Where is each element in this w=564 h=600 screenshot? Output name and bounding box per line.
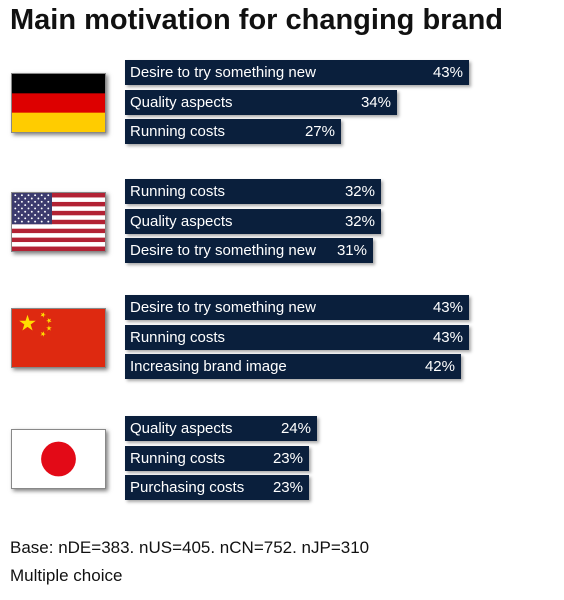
bar: Running costs 43% — [125, 324, 469, 350]
bar: Running costs 27% — [125, 119, 341, 144]
bar-label: Increasing brand image — [130, 358, 287, 375]
bar: Running costs 23% — [125, 445, 309, 471]
bar-label: Desire to try something new — [130, 64, 316, 81]
bar-label: Running costs — [130, 123, 226, 140]
bar: Quality aspects 32% — [125, 208, 381, 234]
bar: Increasing brand image 42% — [125, 354, 461, 379]
bar-value-label: 43% — [432, 299, 463, 316]
bar-label: Quality aspects — [130, 420, 233, 437]
bar-label: Running costs — [130, 449, 226, 467]
bar: Quality aspects 34% — [125, 89, 397, 115]
bar-value-label: 42% — [424, 358, 455, 375]
usa-flag-icon — [11, 192, 106, 252]
china-flag-icon — [11, 308, 106, 368]
bar-value-label: 32% — [344, 183, 375, 200]
multiple-choice-footnote: Multiple choice — [10, 566, 123, 585]
bar: Desire to try something new 31% — [125, 238, 373, 263]
bar-value-label: 43% — [432, 64, 463, 81]
base-footnote: Base: nDE=383. nUS=405. nCN=752. nJP=310 — [10, 538, 370, 557]
bar: Purchasing costs 23% — [125, 475, 309, 500]
bar: Running costs 32% — [125, 179, 381, 204]
bar: Desire to try something new 43% — [125, 60, 469, 85]
bar-label: Quality aspects — [130, 212, 233, 230]
bar-label: Purchasing costs — [130, 479, 245, 496]
bar-value-label: 23% — [272, 449, 303, 467]
bar-value-label: 23% — [272, 479, 303, 496]
japan-flag-icon — [11, 429, 106, 489]
bar-label: Desire to try something new — [130, 242, 316, 259]
bar-label: Desire to try something new — [130, 299, 316, 316]
bar: Desire to try something new 43% — [125, 295, 469, 320]
bar-value-label: 27% — [304, 123, 335, 140]
germany-flag-icon — [11, 73, 106, 133]
bar-label: Quality aspects — [130, 93, 233, 111]
bar-label: Running costs — [130, 328, 226, 346]
bar-value-label: 31% — [336, 242, 367, 259]
bar-value-label: 24% — [280, 420, 311, 437]
bar: Quality aspects 24% — [125, 416, 317, 441]
bar-value-label: 43% — [432, 328, 463, 346]
bar-value-label: 34% — [360, 93, 391, 111]
chart-title: Main motivation for changing brand — [10, 4, 503, 36]
bar-value-label: 32% — [344, 212, 375, 230]
bar-label: Running costs — [130, 183, 226, 200]
